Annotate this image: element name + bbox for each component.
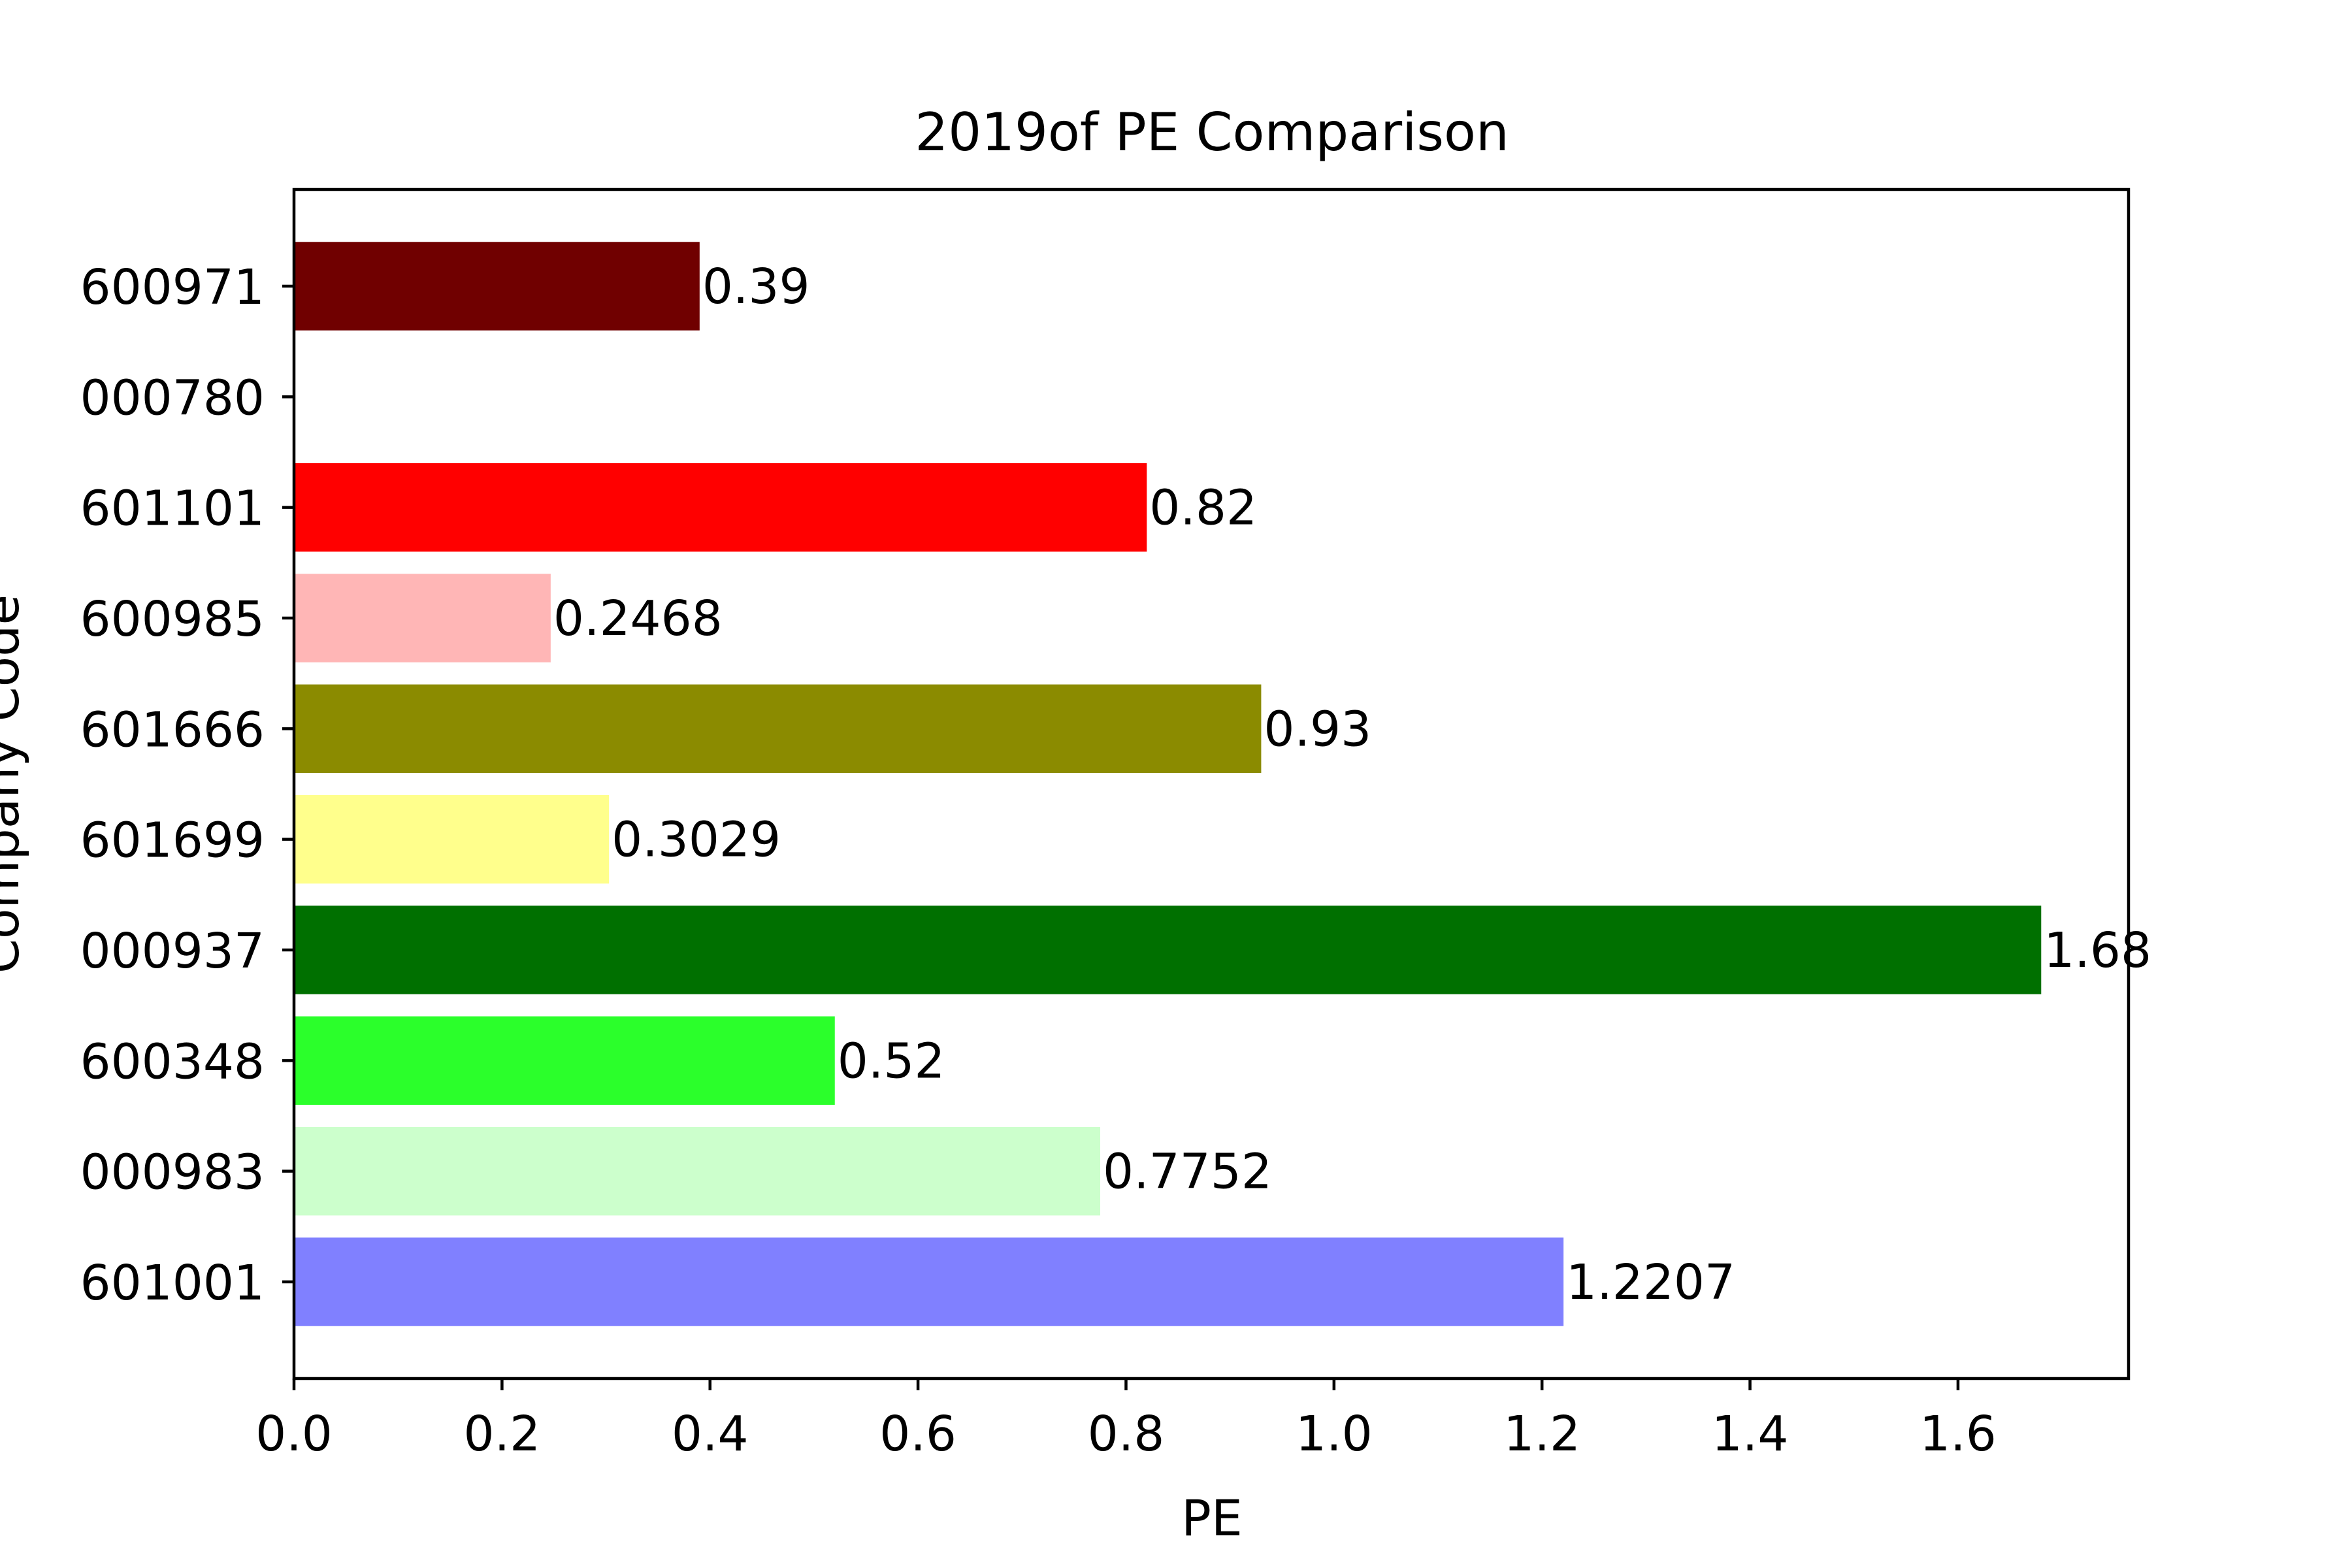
data-label-601666: 0.93 [1264,701,1371,757]
x-tick-label-1.2: 1.2 [1503,1406,1580,1462]
y-tick-label-601001: 601001 [80,1255,265,1311]
x-tick-label-0.4: 0.4 [672,1406,749,1462]
bar-601101 [294,463,1147,552]
data-label-000937: 1.68 [2044,923,2151,979]
y-tick-label-601699: 601699 [80,813,265,869]
bar-601666 [294,684,1262,774]
data-label-600971: 0.39 [702,259,810,315]
data-label-600985: 0.2468 [553,591,723,647]
x-tick-label-0.6: 0.6 [879,1406,956,1462]
y-axis-label: Company Code [0,595,30,973]
y-tick-label-601101: 601101 [80,481,265,537]
data-label-600348: 0.52 [838,1033,945,1089]
bar-601699 [294,794,610,884]
x-tick-label-1.6: 1.6 [1919,1406,1997,1462]
chart-title: 2019of PE Comparison [915,102,1509,163]
bar-600348 [294,1016,835,1105]
data-label-601101: 0.82 [1149,480,1257,536]
x-axis-label: PE [1181,1489,1243,1547]
y-tick-label-000983: 000983 [80,1145,265,1201]
data-label-000983: 0.7752 [1103,1144,1272,1200]
data-label-601001: 1.2207 [1566,1254,1735,1311]
x-tick-label-0.8: 0.8 [1088,1406,1165,1462]
plot-frame [292,188,2131,1380]
x-tick-label-0.0: 0.0 [255,1406,333,1462]
bar-600971 [294,242,700,331]
y-tick-label-600971: 600971 [80,259,265,316]
data-label-601699: 0.3029 [612,812,781,868]
bar-000983 [294,1126,1100,1216]
x-tick-label-1.0: 1.0 [1296,1406,1373,1462]
y-tick-label-000937: 000937 [80,923,265,979]
bar-000937 [294,906,2042,994]
y-tick-label-000780: 000780 [80,370,265,426]
y-tick-label-600985: 600985 [80,591,265,647]
bar-601001 [294,1237,1564,1326]
bar-600985 [294,574,551,662]
y-tick-label-601666: 601666 [80,702,265,758]
x-tick-label-0.2: 0.2 [464,1406,541,1462]
y-tick-label-600348: 600348 [80,1034,265,1090]
x-tick-label-1.4: 1.4 [1712,1406,1789,1462]
